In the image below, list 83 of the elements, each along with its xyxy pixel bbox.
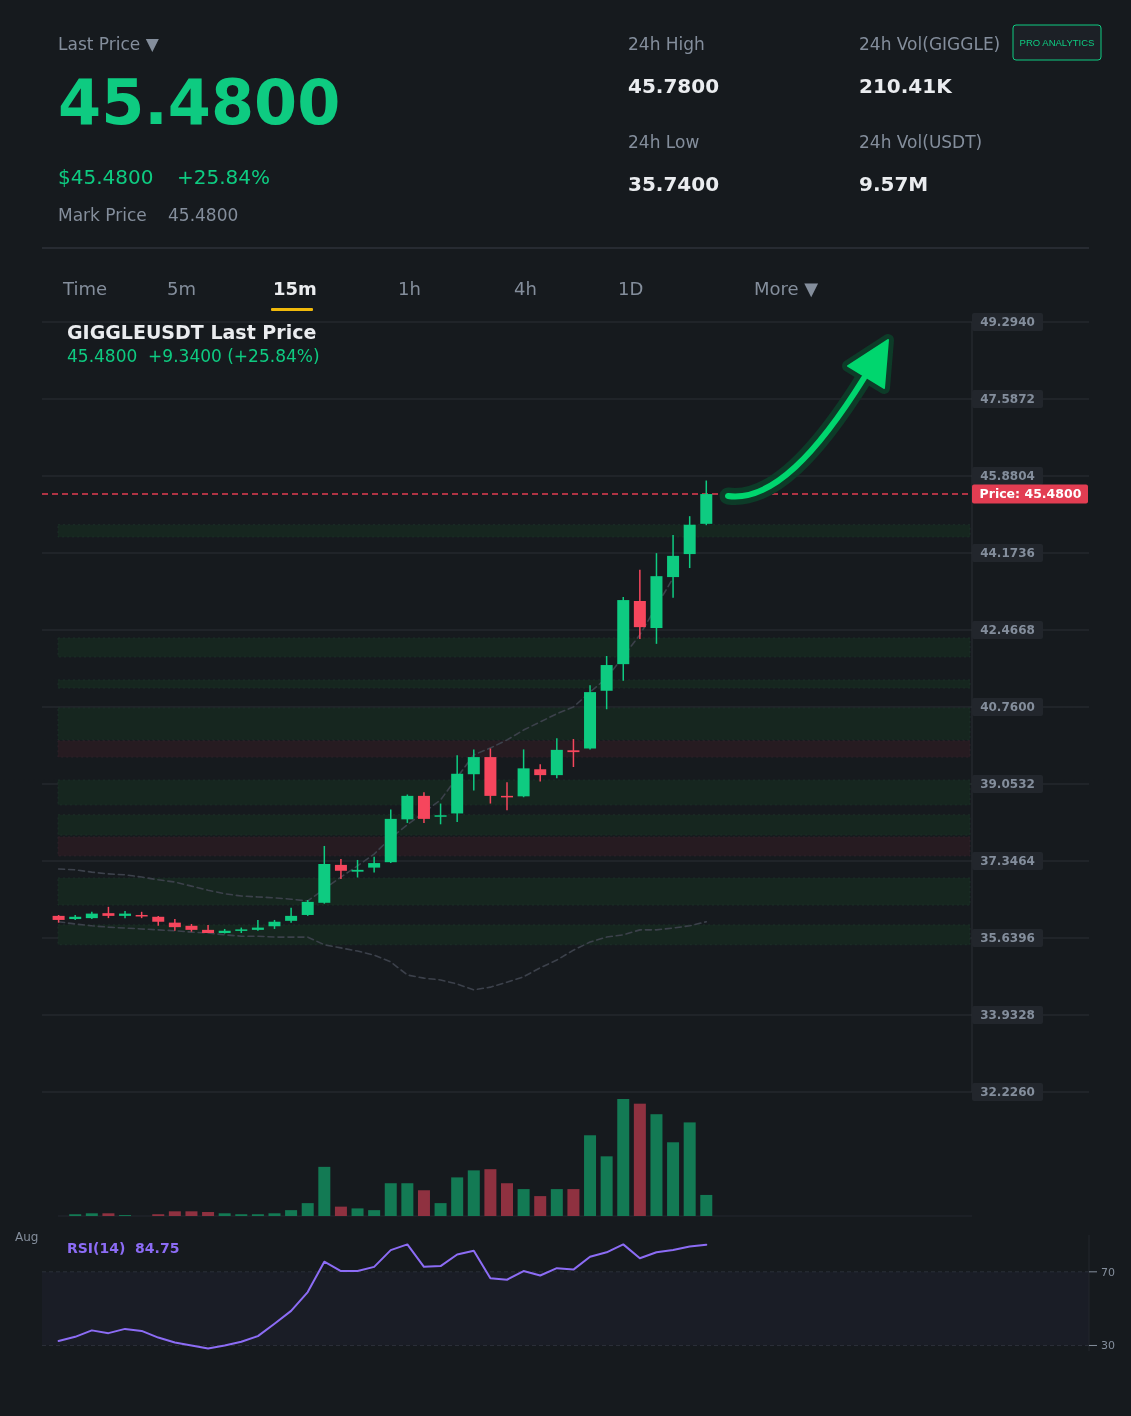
text: 45.4800 +9.3400 (+25.84%) (67, 346, 320, 366)
y-tick-label: 40.7600 (980, 700, 1035, 715)
ref-line-label: Price: 45.4800 (979, 486, 1082, 502)
bar (401, 1183, 414, 1216)
bar (534, 1196, 547, 1216)
text: 35.7400 (628, 172, 720, 196)
y-tick-label: 70 (1101, 1265, 1115, 1279)
bar (550, 1189, 563, 1216)
bar (202, 1212, 215, 1216)
candlestick (667, 534, 680, 599)
bar (351, 1208, 364, 1217)
bar (584, 1135, 597, 1216)
bar (633, 1103, 646, 1216)
text: PRO ANALYTICS (1019, 37, 1095, 48)
bar (683, 1122, 696, 1216)
chart-title: RSI(14) 84.75 (67, 1240, 180, 1256)
text: Aug (15, 1230, 39, 1244)
text: Mark Price (58, 205, 147, 225)
text: 4h (514, 278, 537, 299)
text: 45.7800 (628, 74, 720, 98)
text: Time (62, 278, 108, 299)
y-tick-label: 32.2260 (980, 1085, 1035, 1100)
bar (501, 1183, 513, 1216)
bar (700, 1194, 713, 1216)
candlestick (567, 738, 580, 768)
text: 15m (273, 278, 317, 299)
candlestick (285, 907, 298, 924)
text: $45.4800 (58, 165, 154, 189)
text: 210.41K (859, 74, 954, 98)
y-tick-label: 37.3464 (980, 854, 1035, 869)
bar (617, 1099, 630, 1216)
candlestick (467, 748, 480, 792)
bar (650, 1114, 663, 1216)
bar (667, 1142, 680, 1216)
text: 24h Vol(GIGGLE) (859, 34, 1001, 54)
bar (285, 1210, 298, 1216)
candlestick (401, 793, 414, 824)
bar (301, 1203, 314, 1216)
bar (102, 1213, 115, 1216)
bar (451, 1177, 464, 1216)
y-tick-label: 35.6396 (980, 931, 1035, 946)
bar (318, 1166, 331, 1216)
bar (567, 1189, 580, 1216)
y-tick-label: 33.9328 (980, 1008, 1035, 1023)
y-tick-label: 30 (1101, 1339, 1115, 1353)
chart-title: GIGGLEUSDT Last Price (67, 321, 317, 343)
text: 24h High (628, 34, 705, 54)
y-tick-label: 44.1736 (980, 546, 1035, 561)
text: 1h (398, 278, 421, 299)
bar (467, 1170, 480, 1216)
bar (517, 1189, 530, 1216)
candlestick (434, 802, 447, 826)
bar (168, 1211, 181, 1216)
bar (600, 1156, 613, 1216)
bar (384, 1183, 397, 1216)
text: More ▼ (754, 278, 819, 299)
y-tick-label: 49.2940 (980, 315, 1035, 330)
candlestick (417, 791, 430, 824)
text: Last Price ▼ (58, 34, 160, 54)
candlestick (368, 856, 381, 874)
text: 24h Low (628, 132, 700, 152)
bar (218, 1213, 231, 1216)
text: 45.4800 (58, 66, 341, 139)
bar (434, 1203, 447, 1216)
candlestick (334, 858, 347, 880)
text: 1D (618, 278, 644, 299)
bar (85, 1213, 98, 1216)
text: 5m (167, 278, 196, 299)
y-tick-label: 47.5872 (980, 392, 1035, 407)
bar (268, 1213, 281, 1216)
bar (484, 1169, 497, 1216)
y-tick-label: 42.4668 (980, 623, 1035, 638)
y-tick-label: 45.8804 (980, 469, 1035, 484)
bar (417, 1190, 430, 1216)
y-tick-label: 39.0532 (980, 777, 1035, 792)
text: +25.84% (177, 165, 271, 189)
text: 24h Vol(USDT) (859, 132, 983, 152)
bar (185, 1211, 198, 1216)
text: 45.4800 (168, 205, 239, 225)
line-series (57, 1243, 708, 1350)
bar (334, 1206, 347, 1216)
text: 9.57M (859, 172, 929, 196)
bar (368, 1210, 381, 1216)
